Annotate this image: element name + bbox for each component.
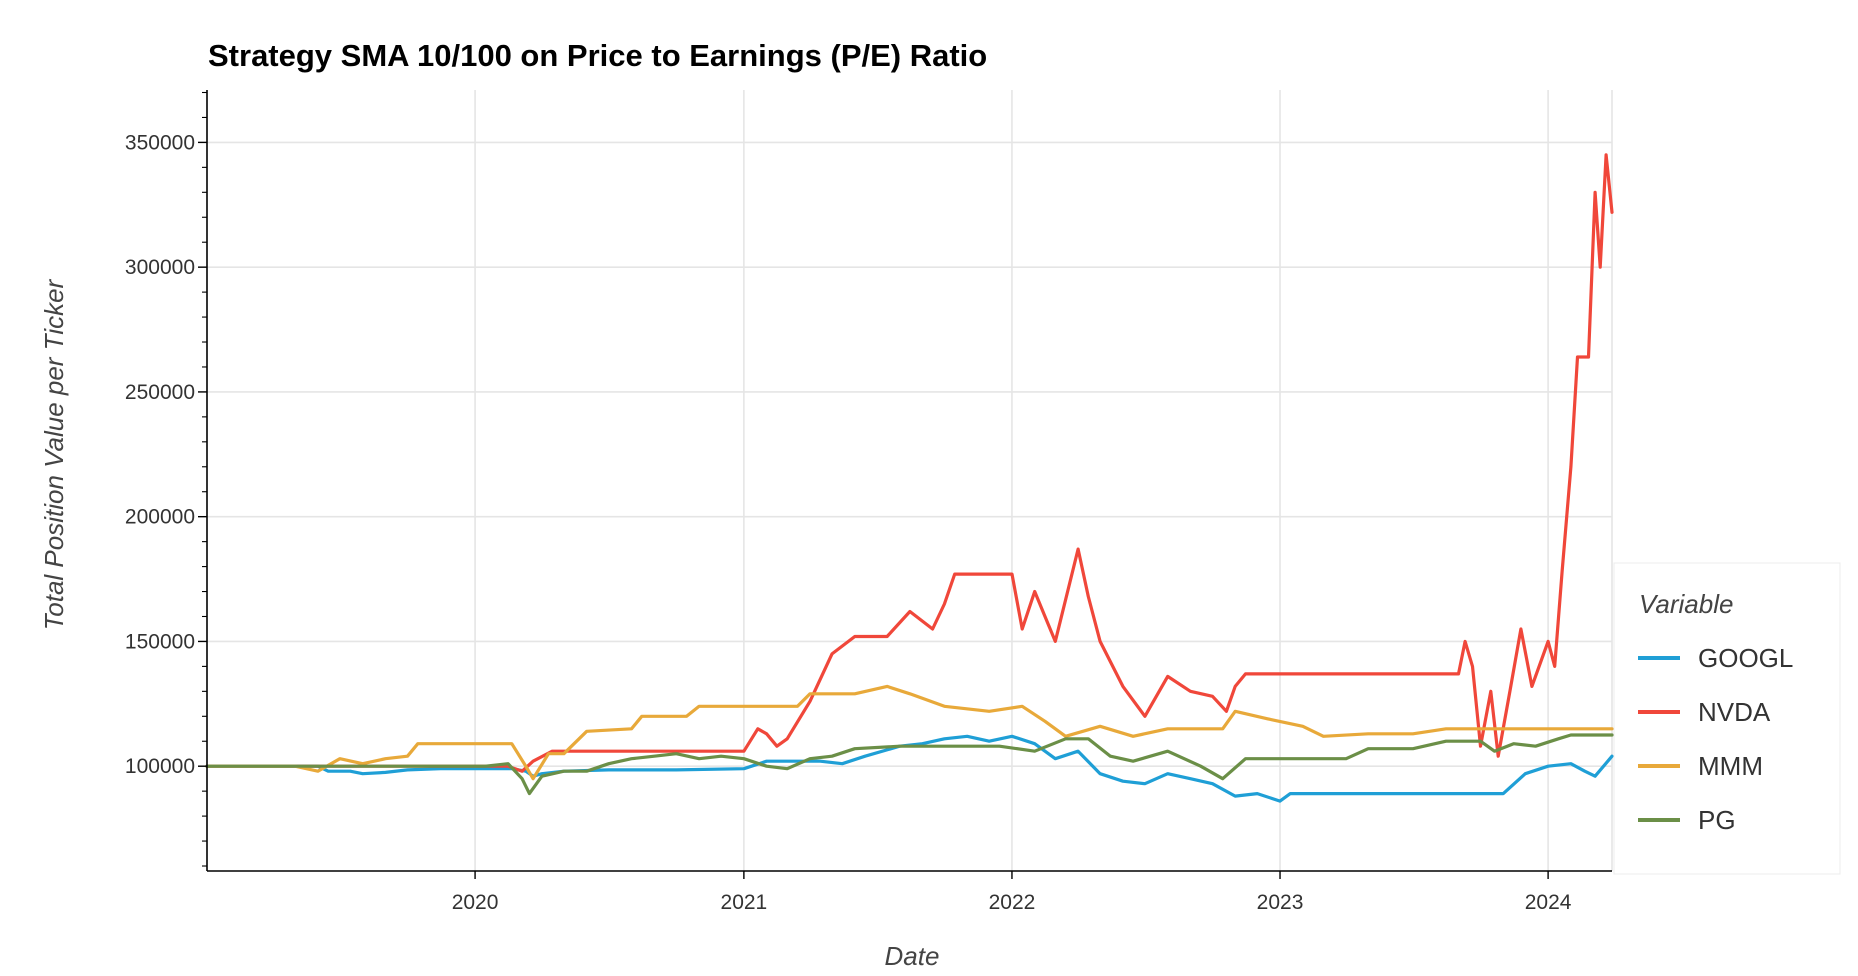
y-axis-label: Total Position Value per Ticker <box>39 278 69 630</box>
series-line-pg <box>205 733 1614 796</box>
legend-label-googl: GOOGL <box>1698 643 1793 673</box>
x-tick-label: 2023 <box>1257 891 1304 914</box>
series-line-mmm <box>205 684 1614 781</box>
legend: Variable GOOGL NVDA MMM PG <box>1613 562 1841 875</box>
series-line-nvda <box>205 153 1614 773</box>
x-axis-ticks: 2020 2021 2022 2023 2024 <box>452 871 1572 914</box>
y-tick-label: 150000 <box>125 630 195 653</box>
x-tick-label: 2022 <box>989 891 1036 914</box>
legend-label-pg: PG <box>1698 805 1736 835</box>
axes <box>206 90 1612 872</box>
y-tick-label: 100000 <box>125 755 195 778</box>
x-tick-label: 2021 <box>721 891 768 914</box>
series-lines <box>205 153 1614 803</box>
chart-title: Strategy SMA 10/100 on Price to Earnings… <box>208 38 987 73</box>
legend-label-nvda: NVDA <box>1698 697 1771 727</box>
y-tick-label: 300000 <box>125 256 195 279</box>
legend-title: Variable <box>1639 589 1733 619</box>
legend-box <box>1613 562 1841 875</box>
x-tick-label: 2020 <box>452 891 499 914</box>
series-line-googl <box>205 734 1614 803</box>
legend-items: GOOGL NVDA MMM PG <box>1638 643 1793 835</box>
y-tick-label: 200000 <box>125 506 195 529</box>
y-tick-label: 350000 <box>125 131 195 154</box>
grid <box>207 90 1613 871</box>
x-tick-label: 2024 <box>1525 891 1572 914</box>
y-axis-ticks: 100000 150000 200000 250000 300000 350000 <box>125 91 207 867</box>
y-tick-label: 250000 <box>125 381 195 404</box>
x-axis-label: Date <box>885 941 940 971</box>
legend-label-mmm: MMM <box>1698 751 1763 781</box>
